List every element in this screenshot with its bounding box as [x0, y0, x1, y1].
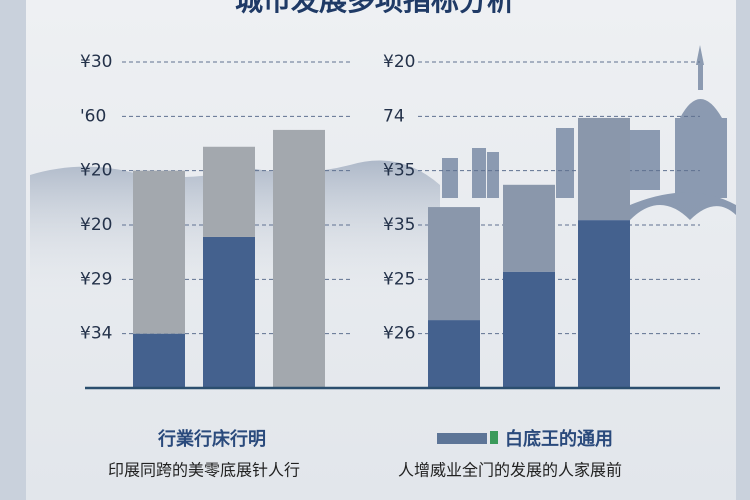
- y-tick-label: ¥29: [80, 269, 112, 289]
- bar-segment: [203, 146, 255, 237]
- bar-segment: [133, 170, 185, 334]
- y-tick-label: ¥20: [80, 215, 112, 235]
- side-band: [736, 0, 750, 500]
- y-tick-label: ¥20: [80, 161, 112, 181]
- y-tick-label: ¥26: [383, 324, 415, 344]
- bar-segment: [133, 333, 185, 388]
- chart-caption: 白底王的通用: [505, 428, 613, 450]
- badge-icon: [490, 431, 498, 444]
- skyline: [442, 45, 736, 220]
- bar-segment: [503, 271, 555, 388]
- y-tick-label: ¥34: [80, 324, 112, 344]
- bar-segment: [273, 129, 325, 388]
- chart-caption: 行業行床行明: [157, 428, 266, 450]
- bar-segment: [203, 236, 255, 388]
- y-tick-label: ¥35: [383, 161, 415, 181]
- y-tick-label: 74: [383, 106, 405, 126]
- y-tick-label: '60: [80, 106, 106, 126]
- side-band: [0, 0, 26, 500]
- bar-segment: [503, 184, 555, 272]
- bar-segment: [578, 117, 630, 221]
- y-tick-label: ¥25: [383, 269, 415, 289]
- bar-segment: [428, 207, 480, 321]
- y-tick-label: ¥30: [80, 52, 112, 72]
- badge: [437, 433, 487, 444]
- y-tick-label: ¥20: [383, 52, 415, 72]
- chart-note: 人增威业全门的发展的人家展前: [398, 461, 622, 480]
- chart-note: 印展同跨的美零底展针人行: [108, 461, 300, 480]
- bar-segment: [578, 220, 630, 388]
- title: 城市发展多项指标分析: [235, 0, 515, 17]
- bar-segment: [428, 320, 480, 388]
- y-tick-label: ¥35: [383, 215, 415, 235]
